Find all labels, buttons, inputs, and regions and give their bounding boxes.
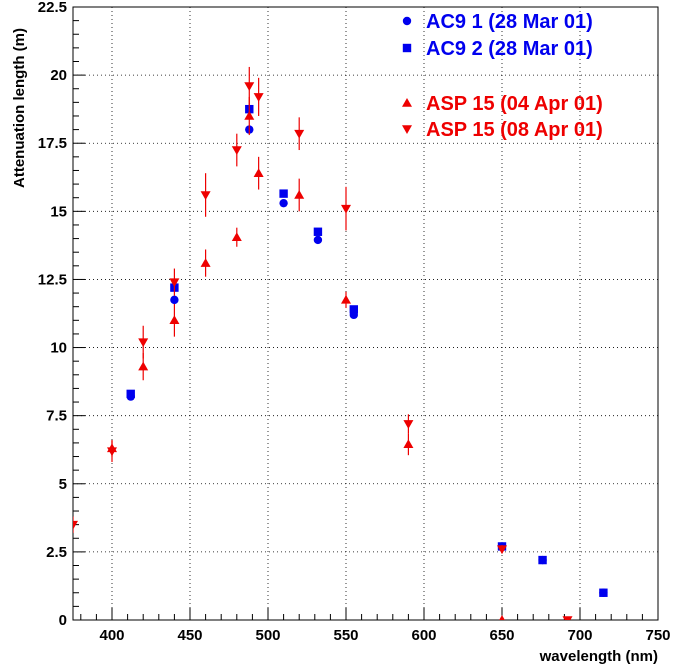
data-point xyxy=(279,189,288,198)
data-point xyxy=(294,189,305,199)
data-point xyxy=(499,615,505,620)
data-point xyxy=(244,82,255,92)
legend: AC9 1 (28 Mar 01) AC9 2 (28 Mar 01) ASP 15… xyxy=(402,11,603,141)
data-point xyxy=(170,295,179,305)
data-point xyxy=(126,389,135,399)
x-tick-label: 600 xyxy=(411,627,436,644)
legend-marker xyxy=(402,98,412,107)
grid-lines xyxy=(73,7,658,620)
x-tick-label: 450 xyxy=(177,627,202,644)
legend-label: AC9 1 (28 Mar 01) xyxy=(426,11,593,33)
y-tick-label: 5 xyxy=(59,476,67,493)
data-point xyxy=(313,235,323,245)
data-point xyxy=(562,616,573,620)
data-point xyxy=(200,191,211,200)
data-point xyxy=(73,520,78,530)
data-point xyxy=(169,315,180,325)
data-point xyxy=(253,168,264,177)
data-point xyxy=(244,110,255,120)
data-point xyxy=(231,146,242,156)
data-point xyxy=(279,198,288,208)
data-point xyxy=(138,338,149,348)
data-point xyxy=(200,258,211,267)
y-tick-label: 22.5 xyxy=(38,0,67,16)
data-point xyxy=(107,447,117,457)
series-3 xyxy=(73,66,573,620)
y-tick-label: 7.5 xyxy=(46,408,67,425)
x-tick-label: 700 xyxy=(567,627,592,644)
data-point xyxy=(341,294,351,304)
data-point xyxy=(313,227,323,236)
axes: 400 450 500 550 600 650 700 750 0 2.5 5 7.5 10 12.5 15… xyxy=(38,0,671,644)
legend-label: ASP 15 (08 Apr 01) xyxy=(426,119,603,141)
data-point xyxy=(341,204,351,214)
y-tick-label: 20 xyxy=(50,67,67,84)
legend-label: ASP 15 (04 Apr 01) xyxy=(426,93,603,115)
y-axis-title: Attenuation length (m) xyxy=(11,28,28,188)
y-tick-label: 0 xyxy=(59,612,67,629)
y-tick-label: 17.5 xyxy=(38,135,67,152)
data-point xyxy=(253,93,264,102)
x-tick-label: 650 xyxy=(489,627,514,644)
x-tick-label: 500 xyxy=(255,627,280,644)
data-point xyxy=(599,588,608,597)
x-tick-label: 750 xyxy=(645,627,670,644)
y-tick-label: 2.5 xyxy=(46,544,67,561)
data-point xyxy=(294,129,305,139)
x-tick-label: 400 xyxy=(99,627,124,644)
legend-marker xyxy=(402,125,412,134)
data-point xyxy=(169,278,180,288)
data-point xyxy=(138,361,149,371)
data-point xyxy=(231,232,242,241)
data-point xyxy=(538,555,547,565)
y-tick-label: 10 xyxy=(50,340,67,357)
plot-frame xyxy=(72,6,659,621)
data-point xyxy=(497,545,507,555)
data-point xyxy=(403,439,414,449)
x-tick-label: 550 xyxy=(333,627,358,644)
y-tick-label: 12.5 xyxy=(38,271,67,288)
legend-marker xyxy=(402,43,412,53)
data-point xyxy=(403,420,414,429)
legend-label: AC9 2 (28 Mar 01) xyxy=(426,38,593,60)
data-point xyxy=(349,305,358,314)
legend-marker xyxy=(402,16,412,26)
x-axis-title: wavelength (nm) xyxy=(539,648,658,665)
data-points xyxy=(73,66,608,620)
y-tick-label: 15 xyxy=(50,203,67,220)
